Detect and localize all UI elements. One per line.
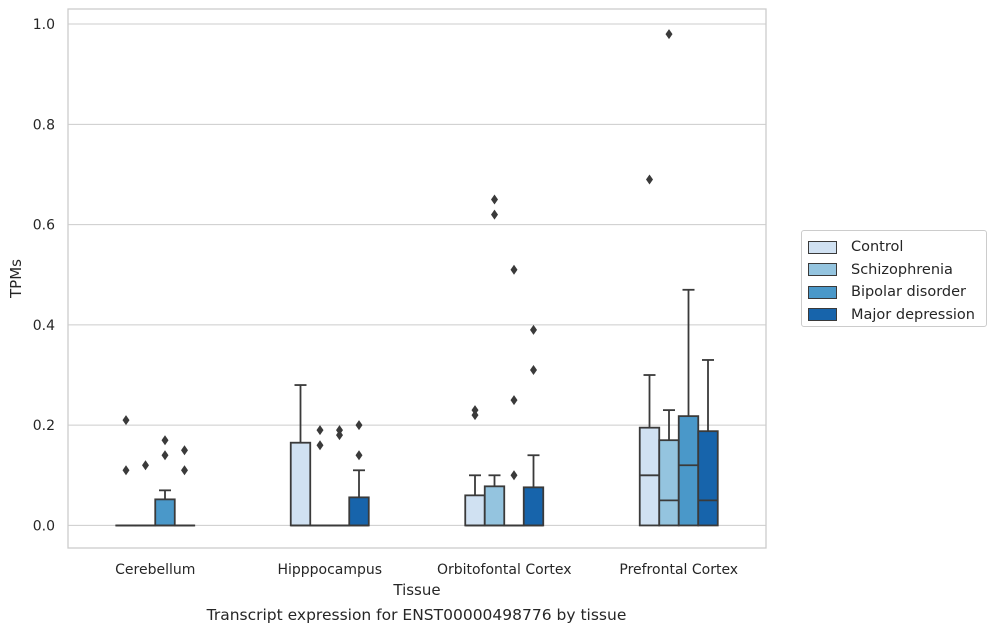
- outlier-point: [181, 465, 188, 476]
- outlier-point: [122, 415, 130, 426]
- legend-swatch-major-depression: [808, 308, 837, 322]
- outlier-point: [122, 465, 130, 476]
- box: [522, 486, 545, 527]
- box: [289, 441, 312, 527]
- y-tick-label: 0.0: [33, 518, 55, 534]
- box: [483, 485, 506, 527]
- box: [677, 415, 700, 527]
- y-axis-label: TPMs: [7, 259, 25, 299]
- outlier-point: [530, 365, 537, 376]
- legend-label-major-depression: Major depression: [851, 306, 975, 323]
- y-tick-label: 0.6: [33, 218, 55, 234]
- legend-swatch-bipolar-disorder: [808, 285, 837, 299]
- outlier-point: [355, 420, 363, 431]
- box: [348, 496, 370, 527]
- outlier-point: [336, 430, 343, 441]
- outlier-point: [161, 435, 169, 446]
- outlier-point: [491, 194, 498, 205]
- outlier-point: [142, 460, 149, 471]
- x-tick-label: Orbitofontal Cortex: [437, 562, 572, 578]
- legend-swatch-control: [808, 240, 837, 254]
- outlier-point: [471, 410, 479, 421]
- x-tick-label: Cerebellum: [115, 562, 195, 578]
- box: [154, 498, 176, 527]
- legend-item-major-depression: Major depression: [808, 304, 986, 327]
- chart-caption: Transcript expression for ENST0000049877…: [206, 606, 627, 624]
- outlier-point: [530, 324, 537, 335]
- box: [638, 426, 661, 527]
- outlier-point: [665, 29, 673, 40]
- x-axis-label: Tissue: [392, 581, 440, 599]
- y-tick-label: 0.2: [33, 418, 55, 434]
- box: [464, 494, 486, 527]
- outlier-point: [510, 470, 518, 481]
- outlier-point: [161, 450, 169, 461]
- legend-label-schizophrenia: Schizophrenia: [851, 261, 953, 278]
- legend-label-control: Control: [851, 239, 904, 256]
- box: [697, 430, 719, 527]
- legend-item-schizophrenia: Schizophrenia: [808, 259, 986, 282]
- outlier-point: [336, 425, 343, 436]
- legend-label-bipolar-disorder: Bipolar disorder: [851, 284, 966, 301]
- outlier-point: [646, 174, 653, 185]
- y-tick-label: 0.4: [33, 318, 55, 334]
- outlier-point: [316, 440, 324, 451]
- outlier-point: [471, 405, 479, 416]
- outlier-point: [510, 395, 518, 406]
- outlier-point: [181, 445, 188, 456]
- outlier-point: [510, 264, 518, 275]
- outlier-point: [355, 450, 363, 461]
- y-tick-label: 1.0: [33, 17, 55, 33]
- legend-item-control: Control: [808, 236, 986, 259]
- outlier-point: [491, 209, 498, 220]
- outlier-point: [316, 425, 324, 436]
- x-tick-label: Prefrontal Cortex: [619, 562, 738, 578]
- plot-frame: [67, 8, 767, 549]
- legend-swatch-schizophrenia: [808, 263, 837, 277]
- y-tick-label: 0.8: [33, 117, 55, 133]
- legend: Control Schizophrenia Bipolar disorder M…: [801, 230, 987, 327]
- box: [658, 439, 680, 527]
- x-tick-label: Hipppocampus: [277, 562, 382, 578]
- legend-item-bipolar-disorder: Bipolar disorder: [808, 281, 986, 304]
